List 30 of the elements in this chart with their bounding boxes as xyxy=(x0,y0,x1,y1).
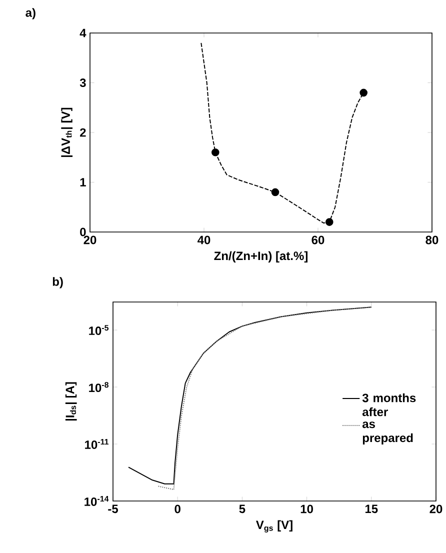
x-tick-label: 15 xyxy=(365,504,378,514)
y-tick-label: 10$^{-8}$ xyxy=(89,382,109,392)
x-tick-label: 80 xyxy=(426,236,438,244)
x-tick-label: 20 xyxy=(430,504,442,514)
x-axis-title: V$_{gs}$ [V] xyxy=(256,520,292,532)
point xyxy=(271,188,280,196)
y-tick-label: 3 xyxy=(80,78,86,88)
x-tick-label: 0 xyxy=(174,504,180,514)
y-tick-label: 2 xyxy=(80,128,86,137)
x-axis-title: Zn/(Zn+In) [at.%] xyxy=(214,251,308,262)
y-axis-title: |ΔV$_{th}$| [V] xyxy=(61,108,73,157)
x-tick-label: 40 xyxy=(198,236,210,244)
point xyxy=(211,148,220,156)
x-tick-label: 5 xyxy=(239,504,246,514)
y-axis-title: |I$_{ds}$| [A] xyxy=(65,382,77,421)
point xyxy=(325,218,334,226)
chart-title: b) xyxy=(52,277,63,288)
y-tick-label: 10$^{-14}$ xyxy=(84,496,109,506)
y-tick-label: 10$^{-11}$ xyxy=(85,439,109,449)
y-tick-label: 1 xyxy=(80,178,86,186)
x-tick-label: 20 xyxy=(84,236,96,244)
y-tick-label: 10$^{-5}$ xyxy=(89,325,109,336)
y-tick-label: 0 xyxy=(80,228,86,236)
legend-label: as prepared xyxy=(362,422,413,445)
point xyxy=(360,88,368,97)
x-tick-label: 10 xyxy=(300,504,313,514)
x-tick-label: 60 xyxy=(312,236,324,244)
y-tick-label: 4 xyxy=(80,28,86,38)
x-tick-label: -5 xyxy=(108,504,118,514)
chart-title: a) xyxy=(26,8,36,20)
